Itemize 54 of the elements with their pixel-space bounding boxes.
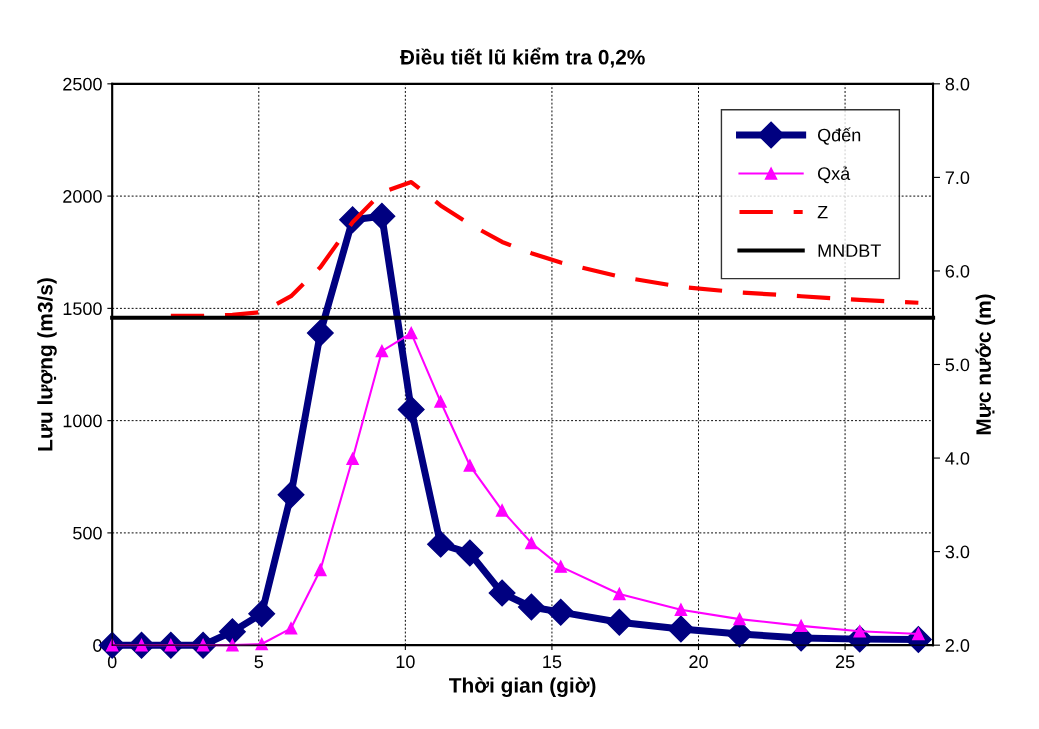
point — [613, 587, 626, 601]
y-tick-label: 1500 — [63, 302, 102, 316]
y-axis-title: Lưu lượng (m3/s) — [37, 278, 57, 451]
y2-tick-label: 7.0 — [945, 171, 970, 185]
point — [794, 619, 808, 633]
point — [733, 612, 746, 626]
y2-tick-label: 2.0 — [945, 639, 970, 652]
point — [314, 563, 327, 577]
y-tick-label: 2000 — [63, 190, 102, 203]
point — [495, 504, 509, 517]
x-tick-label: 20 — [689, 655, 708, 669]
y2-tick-label: 8.0 — [945, 77, 970, 91]
y2-tick-label: 6.0 — [945, 264, 970, 278]
x-tick-label: 5 — [254, 655, 264, 669]
y-tick-label: 2500 — [63, 77, 102, 91]
y2-tick-label: 4.0 — [945, 451, 970, 465]
point — [226, 638, 239, 652]
legend-label: Qxả — [817, 166, 851, 184]
y2-tick-label: 5.0 — [945, 358, 970, 372]
x-tick-label: 10 — [396, 655, 415, 669]
point — [248, 600, 276, 628]
point — [404, 326, 418, 340]
legend-label: Z — [817, 205, 828, 219]
point — [853, 624, 866, 638]
point — [674, 603, 688, 616]
y2-axis-title: Mực nước (m) — [975, 294, 996, 435]
point — [488, 579, 516, 607]
y-tick-label: 500 — [73, 526, 102, 540]
point — [368, 202, 396, 230]
point — [427, 530, 454, 558]
y-tick-label: 1000 — [63, 414, 102, 428]
point — [547, 598, 575, 626]
point — [375, 344, 389, 358]
point — [306, 319, 334, 347]
y2-tick-label: 3.0 — [945, 545, 970, 559]
x-axis-title: Thời gian (giờ) — [449, 677, 596, 697]
point — [284, 622, 298, 635]
point — [277, 481, 305, 509]
point — [218, 618, 246, 646]
point — [346, 452, 359, 466]
point — [667, 615, 695, 643]
point — [517, 593, 545, 621]
chart-title: Điều tiết lũ kiểm tra 0,2% — [399, 47, 645, 68]
point — [525, 536, 538, 550]
point — [397, 395, 425, 423]
point — [605, 608, 633, 636]
legend-label: MNDBT — [818, 244, 881, 257]
x-tick-label: 25 — [835, 655, 855, 669]
point — [463, 459, 477, 472]
x-tick-label: 15 — [543, 655, 562, 669]
point — [456, 539, 484, 567]
point — [434, 395, 447, 408]
point — [554, 560, 567, 573]
legend-label: Qđến — [817, 127, 861, 145]
